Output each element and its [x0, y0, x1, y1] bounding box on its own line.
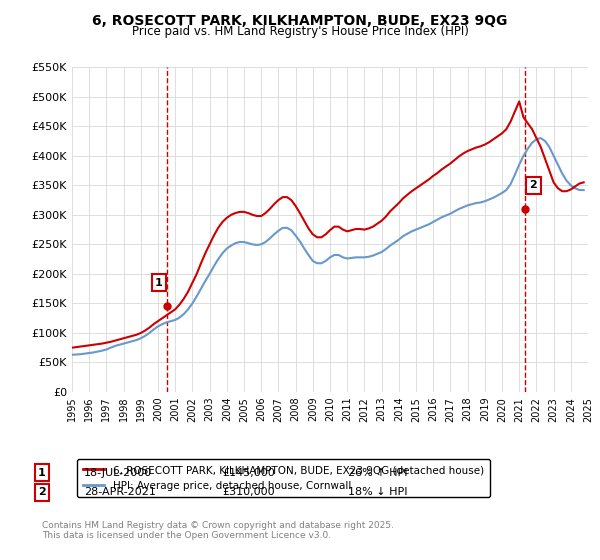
Text: Price paid vs. HM Land Registry's House Price Index (HPI): Price paid vs. HM Land Registry's House … — [131, 25, 469, 38]
Text: 28-APR-2021: 28-APR-2021 — [84, 487, 156, 497]
Text: 6, ROSECOTT PARK, KILKHAMPTON, BUDE, EX23 9QG: 6, ROSECOTT PARK, KILKHAMPTON, BUDE, EX2… — [92, 14, 508, 28]
Legend: 6, ROSECOTT PARK, KILKHAMPTON, BUDE, EX23 9QG (detached house), HPI: Average pri: 6, ROSECOTT PARK, KILKHAMPTON, BUDE, EX2… — [77, 459, 490, 497]
Text: 2: 2 — [38, 487, 46, 497]
Text: 18% ↓ HPI: 18% ↓ HPI — [348, 487, 407, 497]
Text: £310,000: £310,000 — [222, 487, 275, 497]
Text: 1: 1 — [155, 278, 163, 288]
Text: 18-JUL-2000: 18-JUL-2000 — [84, 468, 152, 478]
Text: £145,000: £145,000 — [222, 468, 275, 478]
Text: 26% ↑ HPI: 26% ↑ HPI — [348, 468, 407, 478]
Text: 1: 1 — [38, 468, 46, 478]
Text: Contains HM Land Registry data © Crown copyright and database right 2025.
This d: Contains HM Land Registry data © Crown c… — [42, 521, 394, 540]
Text: 2: 2 — [530, 180, 538, 190]
